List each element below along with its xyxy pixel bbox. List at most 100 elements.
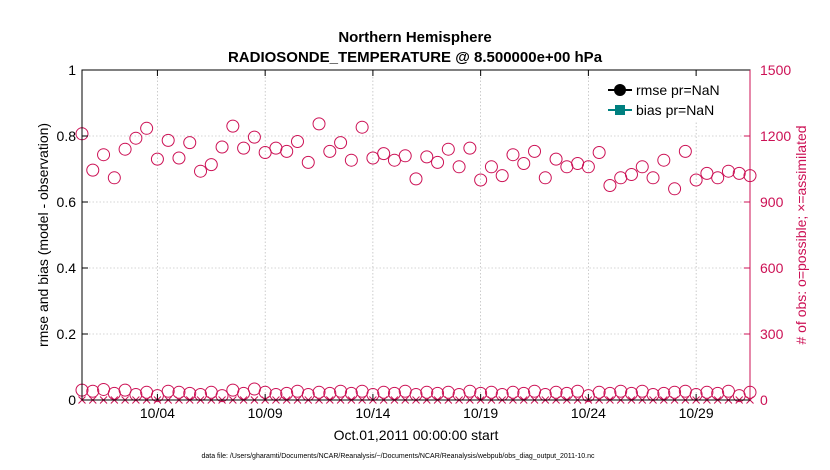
obs-possible-point xyxy=(689,173,703,187)
x-tick-label: 10/19 xyxy=(463,405,498,421)
obs-possible-point xyxy=(398,149,412,163)
y-tick-label-right: 0 xyxy=(760,392,768,408)
obs-possible-point xyxy=(269,141,283,155)
obs-possible-point xyxy=(387,386,401,400)
obs-possible-point xyxy=(581,160,595,174)
obs-possible-point xyxy=(377,385,391,399)
y-tick-label-left: 0.2 xyxy=(57,326,77,342)
obs-possible-point xyxy=(107,171,121,185)
obs-possible-point xyxy=(635,384,649,398)
y-axis-label-left: rmse and bias (model - observation) xyxy=(35,123,51,347)
obs-possible-point xyxy=(387,153,401,167)
obs-possible-point xyxy=(334,384,348,398)
obs-possible-point xyxy=(700,385,714,399)
obs-possible-point xyxy=(140,121,154,135)
axis-ticks: 10/04 10/09 10/14 10/19 10/24 10/29 0 0.2 0.4 0.6… xyxy=(57,62,792,421)
obs-possible-point xyxy=(97,148,111,162)
obs-possible-point xyxy=(657,153,671,167)
chart-subtitle: RADIOSONDE_TEMPERATURE @ 8.500000e+00 hP… xyxy=(228,49,603,66)
obs-possible-point xyxy=(161,133,175,147)
obs-possible-point xyxy=(538,171,552,185)
y-axis-label-right: # of obs: o=possible; ×=assimilated xyxy=(793,125,809,344)
obs-possible-point xyxy=(635,160,649,174)
obs-possible-point xyxy=(118,142,132,156)
obs-possible-point xyxy=(237,386,251,400)
y-tick-label-left: 1 xyxy=(68,62,76,78)
obs-possible-point xyxy=(377,147,391,161)
data-markers xyxy=(75,117,757,404)
y-tick-label-right: 300 xyxy=(760,326,784,342)
data-file-footnote: data file: /Users/gharamti/Documents/NCA… xyxy=(201,453,595,460)
obs-possible-point xyxy=(215,140,229,154)
y-tick-label-left: 0.4 xyxy=(57,260,77,276)
obs-possible-point xyxy=(398,384,412,398)
obs-possible-point xyxy=(603,386,617,400)
x-tick-label: 10/24 xyxy=(571,405,606,421)
obs-possible-point xyxy=(528,384,542,398)
obs-possible-point xyxy=(560,160,574,174)
obs-possible-point xyxy=(528,144,542,158)
obs-possible-point xyxy=(183,136,197,150)
obs-possible-point xyxy=(571,384,585,398)
obs-possible-point xyxy=(312,117,326,131)
obs-possible-point xyxy=(517,157,531,170)
obs-possible-point xyxy=(280,386,294,400)
obs-possible-point xyxy=(592,146,606,159)
obs-possible-point xyxy=(624,168,638,181)
y-tick-label-right: 600 xyxy=(760,260,784,276)
obs-possible-point xyxy=(668,182,682,196)
obs-possible-point xyxy=(646,171,660,185)
obs-possible-point xyxy=(431,386,445,400)
obs-possible-point xyxy=(247,130,261,144)
obs-possible-point xyxy=(549,152,563,166)
obs-possible-point xyxy=(678,384,692,398)
obs-possible-point xyxy=(312,385,326,399)
y-tick-label-left: 0.6 xyxy=(57,194,77,210)
obs-possible-point xyxy=(614,384,628,398)
y-tick-label-right: 1500 xyxy=(760,62,791,78)
obs-possible-point xyxy=(215,389,229,403)
obs-possible-point xyxy=(474,173,488,187)
chart-title: Northern Hemisphere xyxy=(338,29,491,46)
obs-possible-point xyxy=(269,388,283,401)
obs-possible-point xyxy=(452,388,466,401)
obs-possible-point xyxy=(463,384,477,398)
obs-possible-point xyxy=(86,163,100,177)
obs-possible-point xyxy=(323,386,337,400)
obs-possible-point xyxy=(409,172,423,186)
obs-possible-point xyxy=(678,144,692,158)
obs-possible-point xyxy=(506,148,520,162)
obs-possible-point xyxy=(355,120,369,134)
obs-possible-point xyxy=(334,136,348,150)
obs-possible-point xyxy=(280,144,294,158)
obs-possible-point xyxy=(172,151,186,165)
obs-possible-point xyxy=(226,383,240,397)
obs-possible-point xyxy=(646,388,660,401)
obs-possible-point xyxy=(668,385,682,399)
obs-possible-point xyxy=(538,388,552,401)
obs-possible-point xyxy=(344,153,358,167)
obs-possible-point xyxy=(463,141,477,155)
legend-bias-label: bias pr=NaN xyxy=(636,102,714,118)
obs-possible-point xyxy=(247,382,261,396)
y-tick-label-left: 0 xyxy=(68,392,76,408)
obs-possible-point xyxy=(495,169,509,183)
obs-possible-point xyxy=(204,158,218,172)
obs-possible-point xyxy=(420,385,434,399)
legend-rmse-marker xyxy=(614,84,626,96)
obs-possible-point xyxy=(323,144,337,158)
obs-possible-point xyxy=(517,386,531,400)
obs-possible-point xyxy=(592,385,606,399)
obs-possible-point xyxy=(301,155,315,169)
x-tick-label: 10/29 xyxy=(679,405,714,421)
obs-possible-point xyxy=(495,388,509,401)
y-tick-label-right: 1200 xyxy=(760,128,791,144)
obs-possible-point xyxy=(204,385,218,399)
obs-possible-point xyxy=(107,386,121,400)
obs-possible-point xyxy=(721,384,735,398)
obs-possible-point xyxy=(624,386,638,400)
obs-possible-point xyxy=(226,119,240,133)
obs-possible-point xyxy=(657,386,671,400)
obs-possible-point xyxy=(183,386,197,400)
y-tick-label-right: 900 xyxy=(760,194,784,210)
